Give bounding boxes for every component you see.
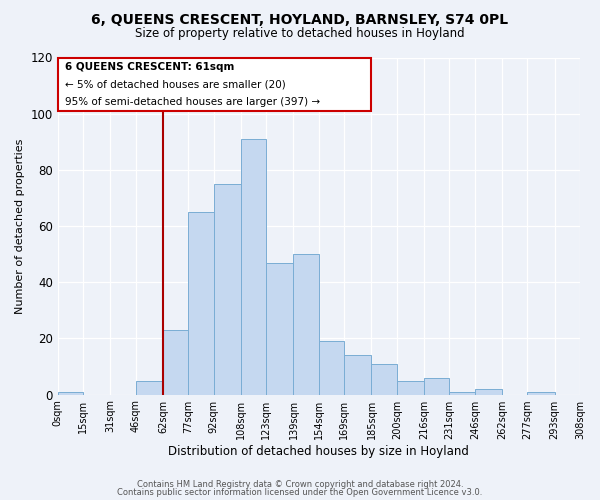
Bar bbox=[527, 392, 554, 394]
Text: ← 5% of detached houses are smaller (20): ← 5% of detached houses are smaller (20) bbox=[65, 79, 286, 89]
Text: Size of property relative to detached houses in Hoyland: Size of property relative to detached ho… bbox=[135, 28, 465, 40]
Bar bbox=[475, 389, 502, 394]
X-axis label: Distribution of detached houses by size in Hoyland: Distribution of detached houses by size … bbox=[169, 444, 469, 458]
Bar bbox=[319, 341, 344, 394]
Bar bbox=[580, 392, 600, 394]
Bar bbox=[293, 254, 319, 394]
Bar bbox=[136, 380, 163, 394]
Text: Contains HM Land Registry data © Crown copyright and database right 2024.: Contains HM Land Registry data © Crown c… bbox=[137, 480, 463, 489]
Bar bbox=[163, 330, 188, 394]
Text: 95% of semi-detached houses are larger (397) →: 95% of semi-detached houses are larger (… bbox=[65, 96, 320, 106]
FancyBboxPatch shape bbox=[58, 58, 371, 111]
Bar bbox=[344, 356, 371, 395]
Text: Contains public sector information licensed under the Open Government Licence v3: Contains public sector information licen… bbox=[118, 488, 482, 497]
Bar bbox=[241, 139, 266, 394]
Text: 6 QUEENS CRESCENT: 61sqm: 6 QUEENS CRESCENT: 61sqm bbox=[65, 62, 234, 72]
Text: 6, QUEENS CRESCENT, HOYLAND, BARNSLEY, S74 0PL: 6, QUEENS CRESCENT, HOYLAND, BARNSLEY, S… bbox=[91, 12, 509, 26]
Bar bbox=[188, 212, 214, 394]
Bar bbox=[397, 380, 424, 394]
Bar bbox=[371, 364, 397, 394]
Bar bbox=[424, 378, 449, 394]
Bar bbox=[266, 262, 293, 394]
Bar bbox=[449, 392, 475, 394]
Bar bbox=[214, 184, 241, 394]
Bar bbox=[58, 392, 83, 394]
Y-axis label: Number of detached properties: Number of detached properties bbox=[15, 138, 25, 314]
